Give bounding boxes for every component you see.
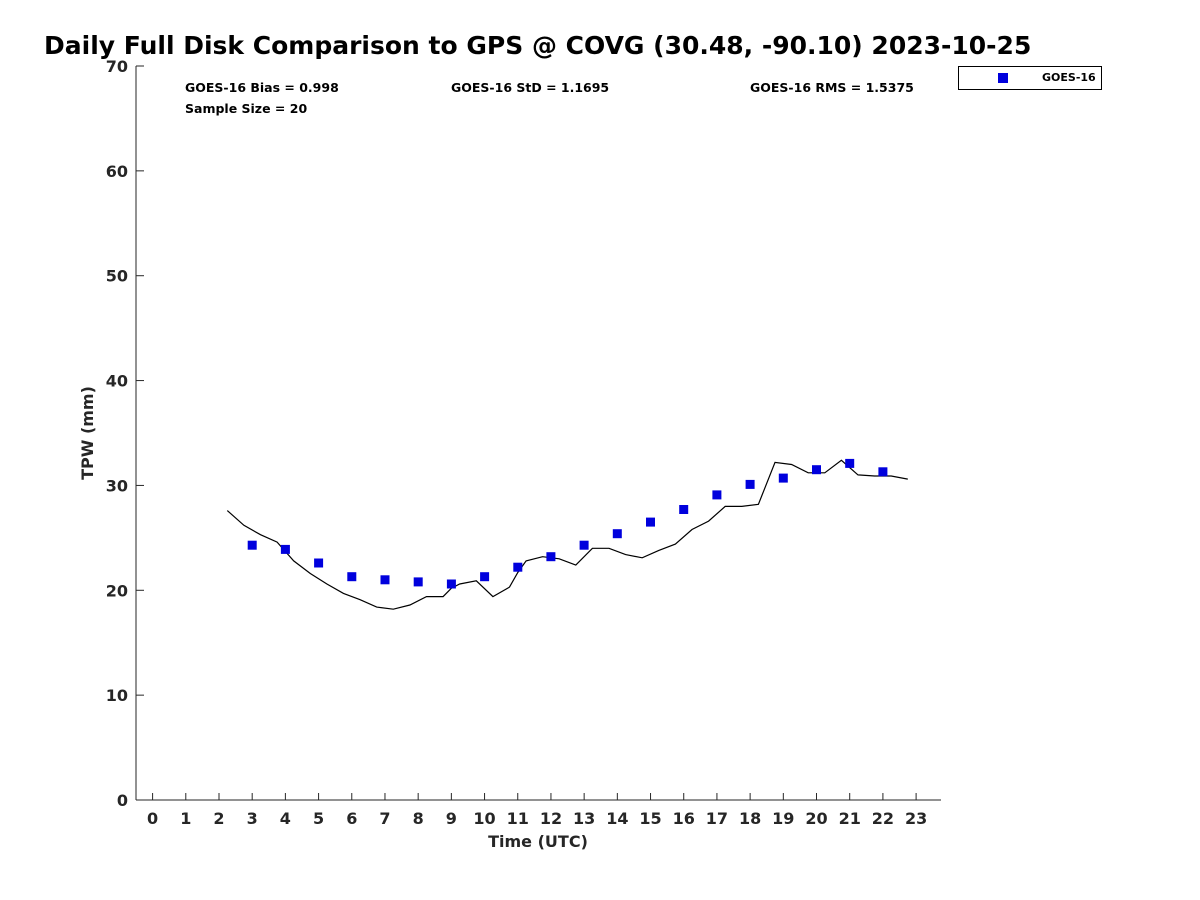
x-tick-label: 18	[739, 809, 761, 828]
goes16-point	[513, 562, 523, 572]
x-tick-label: 21	[839, 809, 861, 828]
legend-box	[958, 66, 1102, 90]
x-tick-label: 11	[507, 809, 529, 828]
x-tick-label: 0	[147, 809, 158, 828]
std-stat: GOES-16 StD = 1.1695	[451, 80, 609, 95]
goes16-point	[380, 575, 390, 585]
y-axis-ticks: 0 10 20 30 40 50 60 70	[106, 57, 144, 810]
y-axis-label: TPW (mm)	[78, 386, 97, 480]
x-tick-label: 4	[280, 809, 291, 828]
rms-stat: GOES-16 RMS = 1.5375	[750, 80, 914, 95]
goes16-point	[247, 540, 257, 550]
goes16-points	[247, 458, 888, 589]
goes16-point	[679, 505, 689, 514]
goes16-point	[878, 467, 888, 477]
y-tick-label: 60	[106, 162, 128, 181]
goes16-point	[712, 490, 722, 500]
legend-square-marker	[998, 73, 1008, 83]
x-tick-label: 5	[313, 809, 324, 828]
y-tick-label: 40	[106, 372, 128, 391]
gps-series-line	[226, 459, 908, 610]
x-tick-label: 10	[473, 809, 495, 828]
y-tick-label: 30	[106, 476, 128, 495]
x-axis-label: Time (UTC)	[488, 832, 588, 851]
goes16-point	[446, 579, 456, 589]
goes16-point	[546, 552, 556, 562]
x-tick-label: 1	[180, 809, 191, 828]
x-tick-label: 7	[379, 809, 390, 828]
x-tick-label: 16	[673, 809, 695, 828]
bias-stat: GOES-16 Bias = 0.998	[185, 80, 339, 95]
gps-line	[226, 459, 908, 610]
plot-axes	[135, 66, 941, 801]
x-tick-label: 15	[639, 809, 661, 828]
x-tick-label: 6	[346, 809, 357, 828]
goes16-point	[579, 540, 589, 550]
goes16-point	[845, 458, 855, 468]
goes16-point	[745, 479, 755, 489]
x-tick-label: 14	[606, 809, 628, 828]
x-tick-label: 20	[805, 809, 827, 828]
goes16-point	[812, 465, 821, 475]
goes16-point	[347, 572, 357, 582]
x-tick-label: 12	[540, 809, 562, 828]
x-tick-label: 9	[446, 809, 457, 828]
y-tick-label: 20	[106, 581, 128, 600]
goes16-point	[612, 529, 622, 539]
x-tick-label: 8	[413, 809, 424, 828]
goes16-point	[480, 572, 490, 582]
sample-size-stat: Sample Size = 20	[185, 101, 307, 116]
y-tick-label: 0	[117, 791, 128, 810]
x-tick-label: 22	[872, 809, 894, 828]
x-tick-label: 2	[213, 809, 224, 828]
y-tick-label: 50	[106, 267, 128, 286]
goes16-point	[646, 517, 655, 527]
x-tick-label: 13	[573, 809, 595, 828]
chart-title: Daily Full Disk Comparison to GPS @ COVG…	[44, 31, 1031, 60]
goes16-point	[314, 558, 324, 568]
x-axis-ticks: 0 1 2 3 4 5 6 7 8 9 10 11 12 13 14 15 16 17 18 19 20 21 22 23	[147, 793, 927, 828]
x-tick-label: 17	[706, 809, 728, 828]
legend: GOES-16	[958, 66, 1102, 90]
y-tick-label: 10	[106, 686, 128, 705]
y-tick-label: 70	[106, 57, 128, 76]
goes16-point	[413, 577, 423, 587]
x-tick-label: 19	[772, 809, 794, 828]
goes16-point	[280, 544, 290, 554]
x-tick-label: 3	[247, 809, 258, 828]
goes16-point	[778, 473, 788, 483]
legend-label-goes16: GOES-16	[1042, 71, 1096, 84]
x-tick-label: 23	[905, 809, 927, 828]
